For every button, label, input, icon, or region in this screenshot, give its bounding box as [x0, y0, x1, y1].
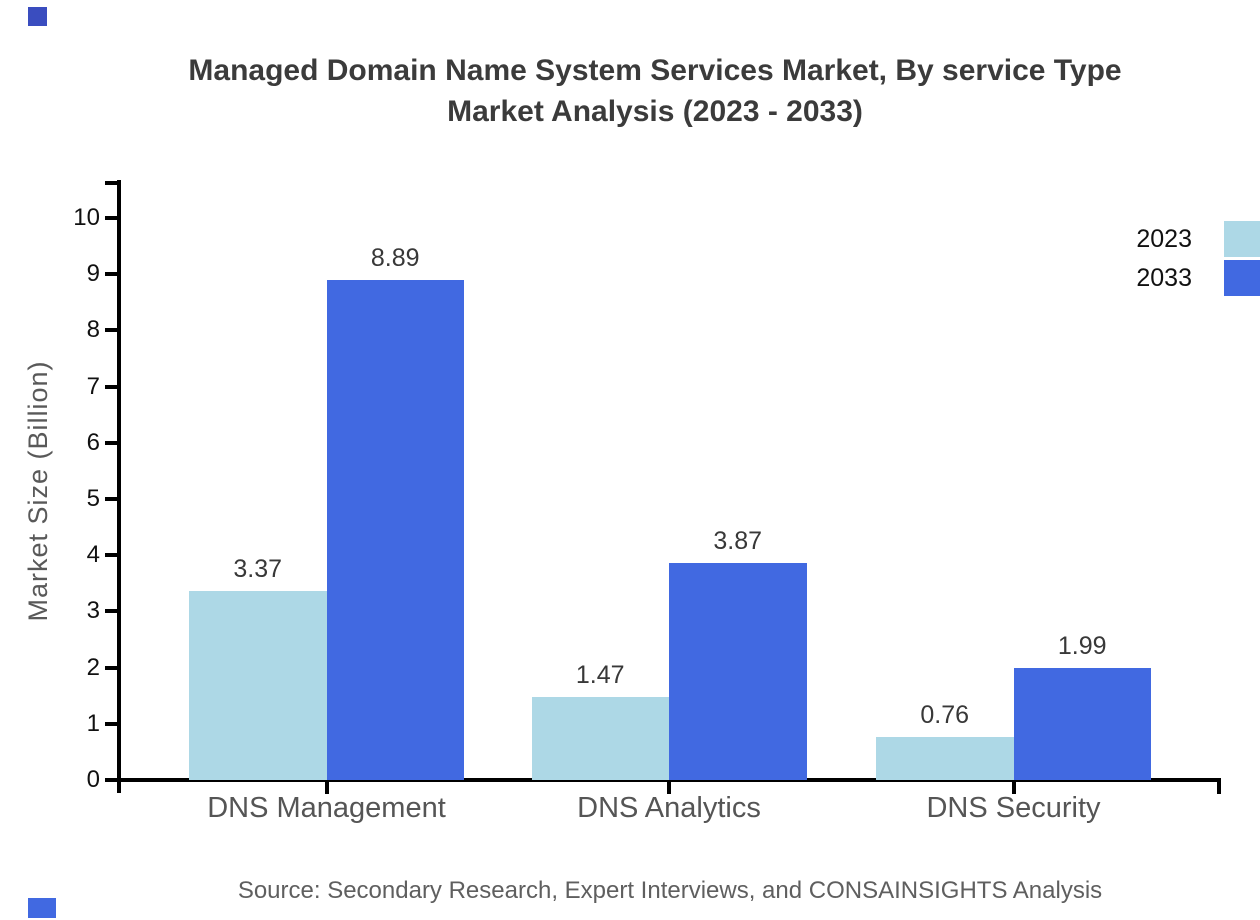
y-tick-label: 0	[86, 766, 100, 793]
y-tick-label: 2	[86, 653, 100, 681]
bar-value-label: 1.99	[1057, 632, 1107, 661]
bar-2023-dns-security	[876, 737, 1014, 780]
y-tick	[105, 778, 117, 782]
x-tick	[667, 782, 671, 794]
category-label: DNS Security	[926, 792, 1101, 824]
y-tick	[105, 328, 117, 333]
bar-2023-dns-analytics	[531, 697, 669, 780]
x-tick	[324, 782, 329, 794]
x-tick	[1011, 782, 1016, 794]
bar-value-label: 1.47	[575, 661, 625, 690]
legend-swatch-2023	[1224, 221, 1260, 257]
y-tick-label: 3	[86, 597, 100, 625]
y-tick-label: 1	[86, 709, 100, 737]
y-tick-label: 8	[86, 316, 100, 344]
bar-2033-dns-management	[326, 280, 464, 780]
y-tick-label: 7	[86, 372, 100, 400]
y-tick	[105, 216, 117, 220]
legend-label-2033: 2033	[1136, 264, 1192, 292]
bar-value-label: 0.76	[920, 701, 970, 730]
legend-label-2023: 2023	[1136, 225, 1192, 253]
chart-title: Managed Domain Name System Services Mark…	[50, 50, 1260, 132]
y-tick-label: 4	[86, 541, 100, 569]
legend-swatch-2033	[1224, 260, 1260, 296]
y-tick	[105, 609, 117, 614]
brand-mark-bottom-left	[28, 898, 56, 918]
brand-mark-top-left	[28, 7, 47, 26]
chart-title-line1: Managed Domain Name System Services Mark…	[188, 54, 1122, 87]
y-tick-label: 9	[86, 260, 100, 288]
bar-2023-dns-management	[189, 590, 327, 780]
y-axis-end-cap	[105, 181, 117, 185]
y-tick	[105, 721, 117, 726]
chart-title-line2: Market Analysis (2023 - 2033)	[447, 95, 863, 128]
y-tick-label: 6	[86, 428, 100, 456]
y-tick	[105, 665, 117, 670]
y-tick	[105, 384, 117, 389]
y-tick	[105, 553, 117, 558]
bar-value-label: 3.37	[233, 554, 283, 583]
y-tick-label: 5	[86, 485, 100, 512]
bar-value-label: 3.87	[713, 526, 763, 555]
y-tick	[105, 272, 117, 277]
y-axis-line	[117, 180, 121, 793]
y-tick	[105, 440, 117, 445]
y-tick-label: 10	[73, 204, 100, 231]
category-label: DNS Analytics	[577, 792, 761, 824]
source-note: Source: Secondary Research, Expert Inter…	[237, 877, 1103, 904]
category-label: DNS Management	[207, 792, 446, 824]
x-axis-line	[117, 778, 1221, 782]
bar-2033-dns-analytics	[669, 562, 807, 780]
bar-2033-dns-security	[1013, 668, 1151, 780]
y-tick	[105, 497, 117, 501]
x-axis-end-cap	[1217, 778, 1221, 794]
bar-value-label: 8.89	[370, 244, 420, 273]
